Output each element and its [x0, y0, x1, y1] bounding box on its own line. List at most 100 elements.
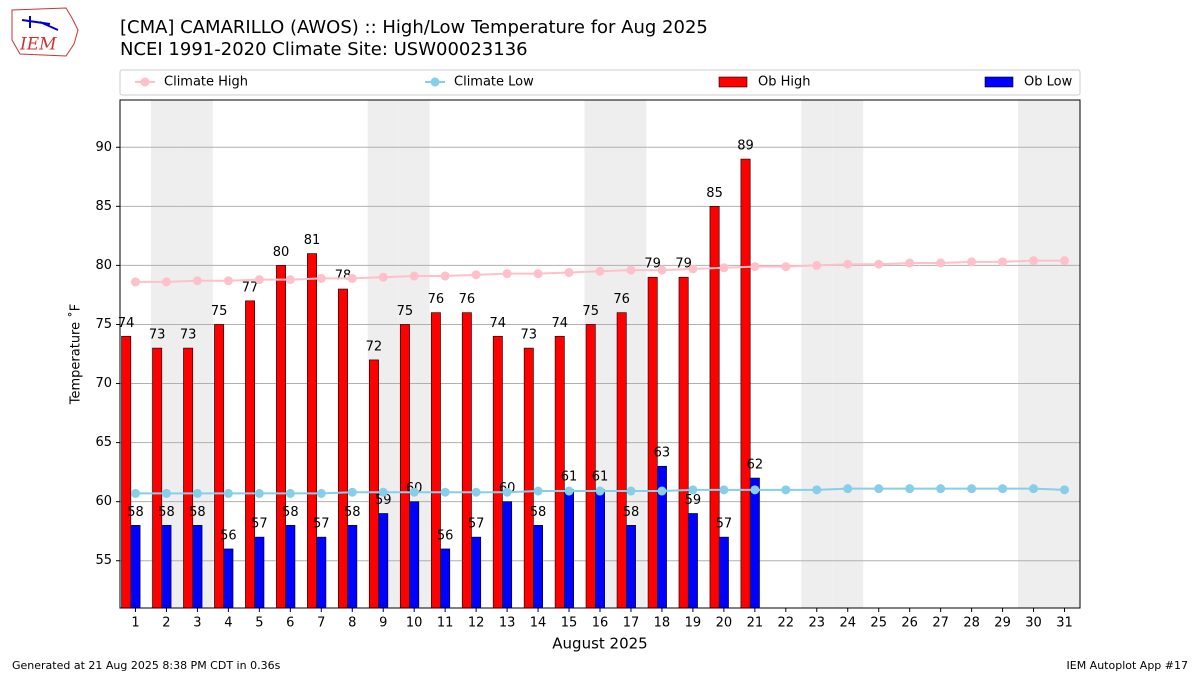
bar — [749, 477, 760, 609]
x-tick-label: 17 — [623, 616, 640, 631]
line-marker — [812, 485, 822, 495]
line-marker — [905, 484, 915, 494]
bar — [130, 525, 141, 609]
line-marker — [998, 484, 1008, 494]
x-tick-label: 15 — [561, 616, 578, 631]
line-marker — [192, 488, 202, 498]
line-marker — [223, 276, 233, 286]
chart-title: [CMA] CAMARILLO (AWOS) :: High/Low Tempe… — [120, 17, 708, 38]
bar — [647, 276, 658, 609]
bar — [718, 536, 729, 609]
data-label: 76 — [613, 292, 630, 307]
x-tick-label: 13 — [499, 616, 516, 631]
bar — [347, 525, 358, 609]
line-marker — [440, 487, 450, 497]
weekend-shade — [801, 100, 833, 608]
line-marker — [688, 485, 698, 495]
x-tick-label: 16 — [592, 616, 609, 631]
line-marker — [936, 484, 946, 494]
line-marker — [564, 486, 574, 496]
legend-label: Ob Low — [1024, 75, 1073, 90]
bar — [307, 253, 317, 609]
x-tick-label: 24 — [839, 616, 856, 631]
weekend-shade — [1049, 100, 1080, 608]
weekend-shade — [832, 100, 864, 608]
data-label: 61 — [592, 469, 609, 484]
bar — [245, 300, 256, 609]
line-marker — [905, 258, 915, 268]
bar — [161, 525, 172, 609]
data-label: 62 — [747, 458, 764, 473]
x-tick-label: 2 — [162, 616, 170, 631]
bar — [121, 335, 132, 609]
line-marker — [316, 273, 326, 283]
data-label: 57 — [468, 517, 485, 532]
bar — [533, 525, 544, 609]
x-tick-label: 21 — [747, 616, 764, 631]
line-marker — [564, 267, 574, 277]
data-label: 76 — [459, 292, 476, 307]
legend-marker — [140, 77, 150, 87]
logo: IEM — [11, 7, 79, 57]
line-marker — [812, 260, 822, 270]
bar — [564, 489, 574, 609]
chart-subtitle: NCEI 1991-2020 Climate Site: USW00023136 — [120, 39, 528, 60]
data-label: 78 — [335, 269, 352, 284]
legend-swatch — [718, 76, 748, 88]
line-marker — [1060, 485, 1070, 495]
data-label: 81 — [304, 233, 321, 248]
line-marker — [781, 485, 791, 495]
line-marker — [843, 259, 853, 269]
plot-frame — [119, 99, 1081, 609]
line-marker — [595, 266, 605, 276]
x-tick-label: 12 — [468, 616, 485, 631]
bar — [461, 312, 472, 609]
data-label: 79 — [675, 257, 692, 272]
line-marker — [936, 258, 946, 268]
data-label: 80 — [273, 245, 290, 260]
line-marker — [347, 273, 357, 283]
line-marker — [192, 276, 202, 286]
line-marker — [719, 263, 729, 273]
bar — [502, 501, 513, 609]
line-marker — [626, 265, 636, 275]
line-marker — [471, 487, 481, 497]
bar — [276, 265, 286, 609]
data-label: 61 — [561, 469, 578, 484]
x-tick-label: 18 — [654, 616, 671, 631]
legend — [119, 69, 1081, 96]
weekend-shade — [1018, 100, 1050, 608]
x-tick-label: 1 — [131, 616, 139, 631]
data-label: 58 — [189, 505, 206, 520]
x-tick-label: 29 — [994, 616, 1011, 631]
x-tick-label: 9 — [379, 616, 387, 631]
line-marker — [285, 488, 295, 498]
line-marker — [440, 271, 450, 281]
legend-label: Climate Low — [454, 75, 534, 90]
bar — [492, 335, 503, 609]
y-tick-label: 85 — [95, 199, 112, 214]
data-label: 75 — [582, 304, 599, 319]
x-tick-label: 11 — [437, 616, 454, 631]
data-label: 72 — [366, 339, 383, 354]
line-marker — [378, 487, 388, 497]
line-marker — [223, 488, 233, 498]
data-label: 74 — [490, 316, 507, 331]
line-marker — [998, 257, 1008, 267]
data-label: 77 — [242, 280, 259, 295]
x-axis-label: August 2025 — [552, 635, 647, 653]
bar — [223, 548, 234, 609]
line-marker — [1029, 484, 1039, 494]
bar — [409, 501, 420, 609]
bar — [399, 324, 410, 609]
data-label: 63 — [654, 446, 671, 461]
bar — [338, 288, 348, 609]
bar — [709, 206, 720, 609]
bar — [626, 525, 636, 609]
line-marker — [254, 275, 264, 285]
line-marker — [409, 487, 419, 497]
data-label: 57 — [313, 517, 330, 532]
data-label: 58 — [344, 505, 361, 520]
line-marker — [347, 487, 357, 497]
